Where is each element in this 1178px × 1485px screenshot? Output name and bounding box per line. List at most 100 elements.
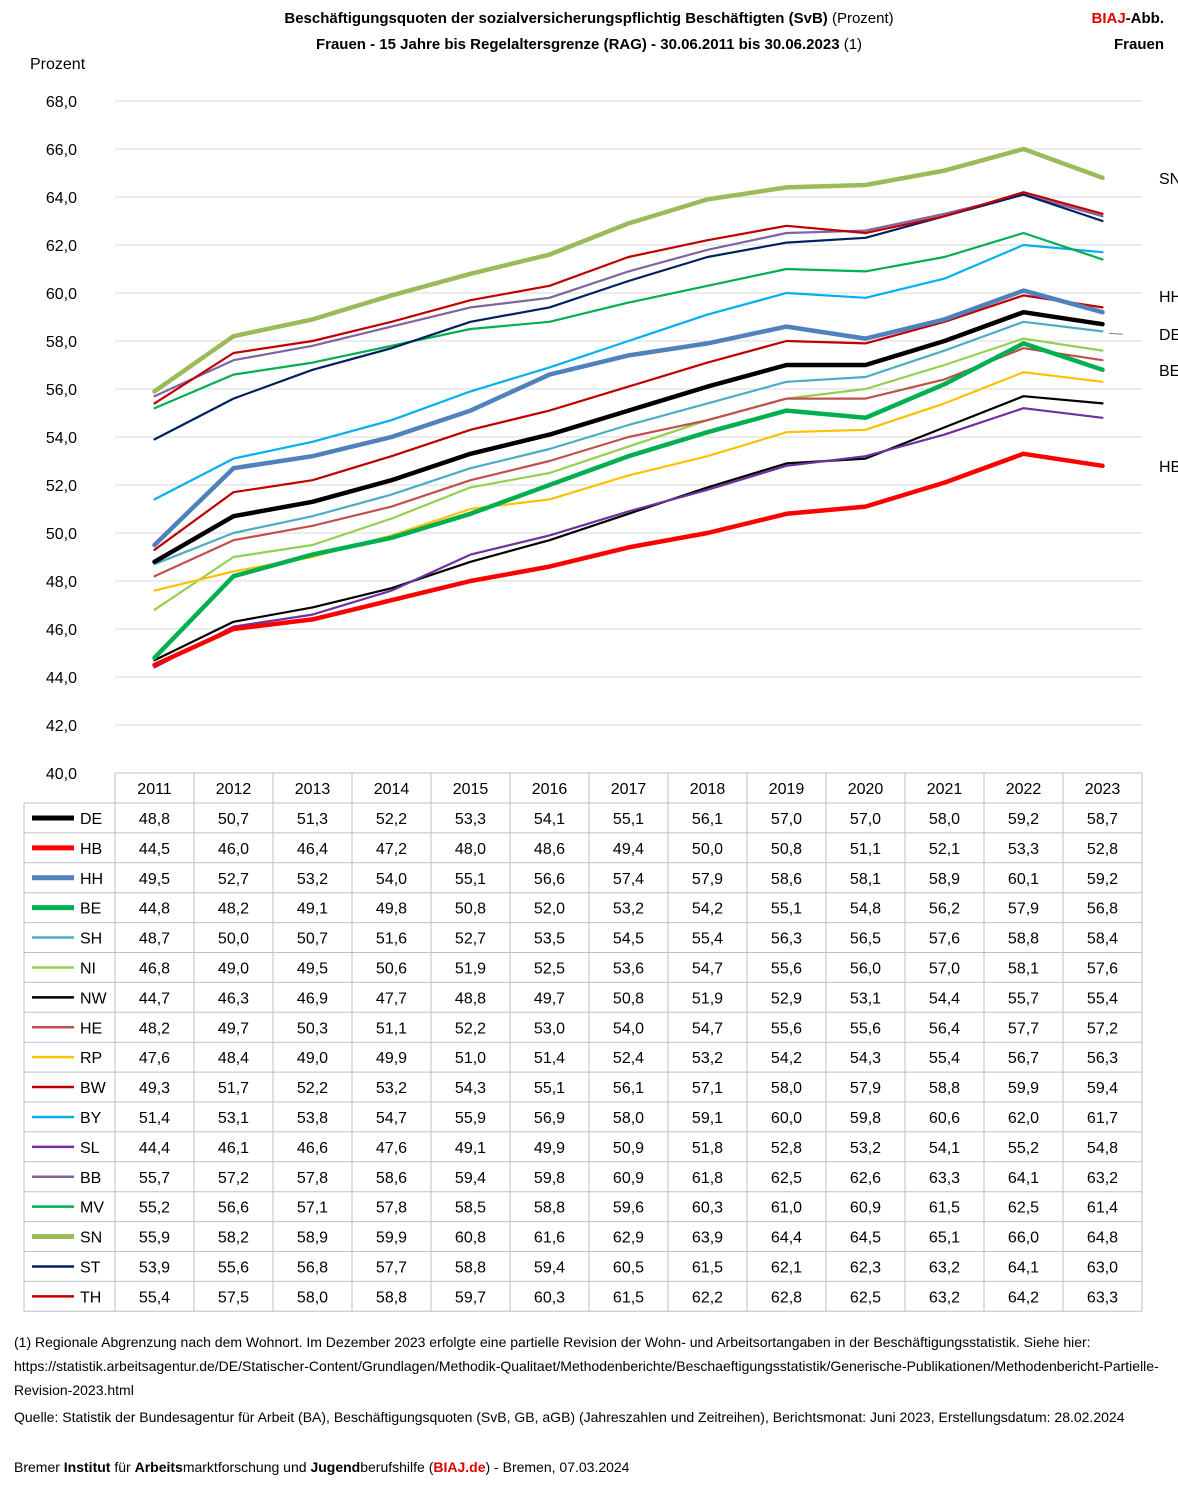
- x-category-label: 2014: [374, 781, 410, 798]
- table-cell-value: 49,3: [139, 1080, 170, 1097]
- table-cell-value: 59,2: [1087, 871, 1118, 888]
- table-cell-value: 57,5: [218, 1289, 249, 1306]
- credit-part: für: [110, 1459, 135, 1475]
- table-cell-value: 51,9: [455, 960, 486, 977]
- series-end-label: BE 56,8: [1159, 363, 1178, 380]
- series-line-mv: [153, 231, 1104, 410]
- table-cell-value: 57,7: [1008, 1020, 1039, 1037]
- table-cell-value: 50,6: [376, 960, 407, 977]
- table-cell-value: 53,2: [297, 871, 328, 888]
- table-cell-value: 58,1: [850, 871, 881, 888]
- x-category-label: 2021: [927, 781, 963, 798]
- table-cell-value: 58,4: [1087, 931, 1118, 948]
- table-cell-value: 53,9: [139, 1259, 170, 1276]
- credit-part: BIAJ.de: [433, 1459, 486, 1475]
- table-cell-value: 49,1: [455, 1140, 486, 1157]
- table-cell-value: 52,5: [534, 960, 565, 977]
- series-line-th: [153, 191, 1104, 405]
- table-cell-value: 58,0: [771, 1080, 802, 1097]
- chart-title-line-1: Beschäftigungsquoten der sozialversicher…: [284, 10, 894, 27]
- table-cell-value: 56,9: [534, 1110, 565, 1127]
- series-line-sh: [153, 320, 1104, 566]
- table-cell-value: 57,4: [613, 871, 644, 888]
- series-line-rp: [153, 371, 1104, 592]
- y-tick-label: 54,0: [46, 430, 77, 447]
- table-cell-value: 47,7: [376, 990, 407, 1007]
- table-cell-value: 62,6: [850, 1170, 881, 1187]
- y-tick-label: 44,0: [46, 670, 77, 687]
- footnote-source: Quelle: Statistik der Bundesagentur für …: [14, 1409, 1125, 1425]
- table-cell-value: 57,6: [929, 931, 960, 948]
- table-cell-value: 60,1: [1008, 871, 1039, 888]
- x-category-label: 2012: [216, 781, 252, 798]
- line-chart-with-table: 40,0 42,0 44,0 46,0 48,0 50,0 52,0 54,0 56,0 58,0…: [23, 94, 1178, 1312]
- x-category-label: 2016: [532, 781, 568, 798]
- table-cell-value: 55,9: [139, 1230, 170, 1247]
- table-cell-value: 57,2: [218, 1170, 249, 1187]
- table-cell-value: 44,4: [139, 1140, 170, 1157]
- y-tick-label: 62,0: [46, 238, 77, 255]
- table-cell-value: 46,8: [139, 960, 170, 977]
- brand-label: BIAJ-Abb.: [1091, 10, 1164, 27]
- y-tick-label: 52,0: [46, 478, 77, 495]
- table-cell-value: 64,4: [771, 1230, 802, 1247]
- legend-series-name: RP: [80, 1050, 102, 1067]
- table-cell-value: 59,6: [613, 1200, 644, 1217]
- series-end-label: DE 58,7: [1159, 327, 1178, 344]
- table-cell-value: 54,2: [692, 901, 723, 918]
- table-cell-value: 48,2: [139, 1020, 170, 1037]
- table-cell-value: 59,9: [376, 1230, 407, 1247]
- table-cell-value: 57,0: [850, 811, 881, 828]
- legend-series-name: SL: [80, 1140, 100, 1157]
- legend-series-name: MV: [80, 1200, 104, 1217]
- series-line-ni: [153, 337, 1104, 611]
- y-tick-label: 64,0: [46, 190, 77, 207]
- table-cell-value: 46,1: [218, 1140, 249, 1157]
- series-line-bb: [153, 193, 1104, 398]
- chart-title-line-2: Frauen - 15 Jahre bis Regelaltersgrenze …: [315, 36, 863, 53]
- credit-part: berufshilfe (: [360, 1459, 434, 1475]
- table-cell-value: 50,8: [613, 990, 644, 1007]
- legend-series-name: HB: [80, 841, 102, 858]
- legend-series-name: HE: [80, 1020, 102, 1037]
- table-cell-value: 64,2: [1008, 1289, 1039, 1306]
- table-cell-value: 52,8: [1087, 841, 1118, 858]
- x-category-label: 2011: [137, 781, 172, 798]
- table-cell-value: 54,8: [1087, 1140, 1118, 1157]
- table-cell-value: 60,3: [692, 1200, 723, 1217]
- table-cell-value: 48,2: [218, 901, 249, 918]
- table-cell-value: 52,1: [929, 841, 960, 858]
- table-cell-value: 55,1: [455, 871, 486, 888]
- table-cell-value: 48,0: [455, 841, 486, 858]
- table-cell-value: 53,3: [455, 811, 486, 828]
- table-cell-value: 51,8: [692, 1140, 723, 1157]
- credit-part: Arbeits: [134, 1459, 183, 1475]
- table-cell-value: 57,9: [692, 871, 723, 888]
- table-cell-value: 55,1: [613, 811, 644, 828]
- table-cell-value: 63,3: [1087, 1289, 1118, 1306]
- table-cell-value: 51,1: [376, 1020, 407, 1037]
- table-cell-value: 57,9: [850, 1080, 881, 1097]
- table-cell-value: 50,9: [613, 1140, 644, 1157]
- table-cell-value: 53,1: [850, 990, 881, 1007]
- legend-series-name: NW: [80, 990, 108, 1007]
- x-category-label: 2023: [1085, 781, 1121, 798]
- series-line-he: [153, 347, 1104, 578]
- table-cell-value: 56,2: [929, 901, 960, 918]
- legend-series-name: NI: [80, 960, 96, 977]
- table-cell-value: 56,5: [850, 931, 881, 948]
- table-cell-value: 49,9: [376, 1050, 407, 1067]
- table-cell-value: 54,5: [613, 931, 644, 948]
- table-cell-value: 44,8: [139, 901, 170, 918]
- table-cell-value: 58,9: [929, 871, 960, 888]
- table-cell-value: 58,9: [297, 1230, 328, 1247]
- table-cell-value: 59,1: [692, 1110, 723, 1127]
- table-cell-value: 53,5: [534, 931, 565, 948]
- table-cell-value: 46,6: [297, 1140, 328, 1157]
- table-cell-value: 59,4: [1087, 1080, 1118, 1097]
- table-cell-value: 54,0: [613, 1020, 644, 1037]
- table-cell-value: 52,8: [771, 1140, 802, 1157]
- table-cell-value: 57,9: [1008, 901, 1039, 918]
- table-cell-value: 62,0: [1008, 1110, 1039, 1127]
- table-cell-value: 49,9: [534, 1140, 565, 1157]
